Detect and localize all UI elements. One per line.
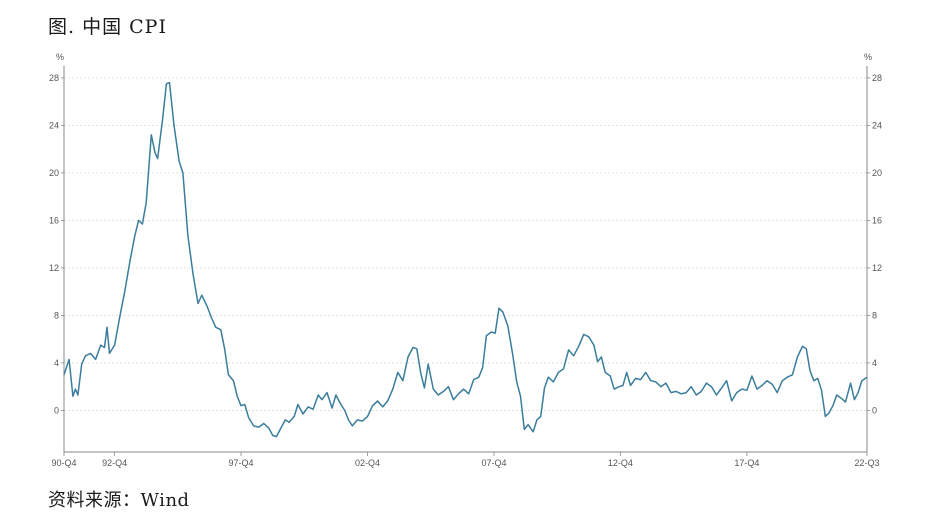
y-tick-right-8: 8 [872, 310, 877, 320]
y-tick-right-0: 0 [872, 405, 877, 415]
axes [61, 66, 870, 456]
y-tick-left-0: 0 [54, 405, 59, 415]
series-layer [63, 81, 868, 438]
y-tick-left-28: 28 [49, 73, 59, 83]
x-tick-label-17-Q4: 17-Q4 [734, 458, 759, 468]
grid-lines [64, 77, 867, 411]
y-tick-left-12: 12 [49, 263, 59, 273]
y-unit-right: % [864, 52, 872, 62]
x-tick-label-92-Q4: 92-Q4 [102, 458, 127, 468]
y-tick-right-12: 12 [872, 263, 882, 273]
y-tick-right-28: 28 [872, 73, 882, 83]
chart-title: 图. 中国 CPI [48, 16, 167, 38]
y-tick-right-16: 16 [872, 215, 882, 225]
data-source: 资料来源：Wind [48, 490, 190, 511]
y-tick-left-4: 4 [54, 358, 59, 368]
x-tick-label-07-Q4: 07-Q4 [481, 458, 506, 468]
x-tick-label-02-Q4: 02-Q4 [355, 458, 380, 468]
y-tick-right-24: 24 [872, 120, 882, 130]
x-tick-label-90-Q4: 90-Q4 [51, 458, 76, 468]
y-unit-left: % [56, 52, 64, 62]
x-tick-label-22-Q3: 22-Q3 [854, 458, 879, 468]
x-tick-label-12-Q4: 12-Q4 [608, 458, 633, 468]
y-tick-left-24: 24 [49, 120, 59, 130]
x-tick-label-97-Q4: 97-Q4 [229, 458, 254, 468]
y-tick-left-8: 8 [54, 310, 59, 320]
tick-labels: 0 0 4 4 8 8 12 12 16 16 20 20 24 24 28 28% % 90-Q4 92-Q4 97… [49, 52, 882, 468]
y-tick-left-20: 20 [49, 168, 59, 178]
y-tick-left-16: 16 [49, 215, 59, 225]
y-tick-right-20: 20 [872, 168, 882, 178]
y-tick-right-4: 4 [872, 358, 877, 368]
series-line-0 [63, 81, 868, 438]
